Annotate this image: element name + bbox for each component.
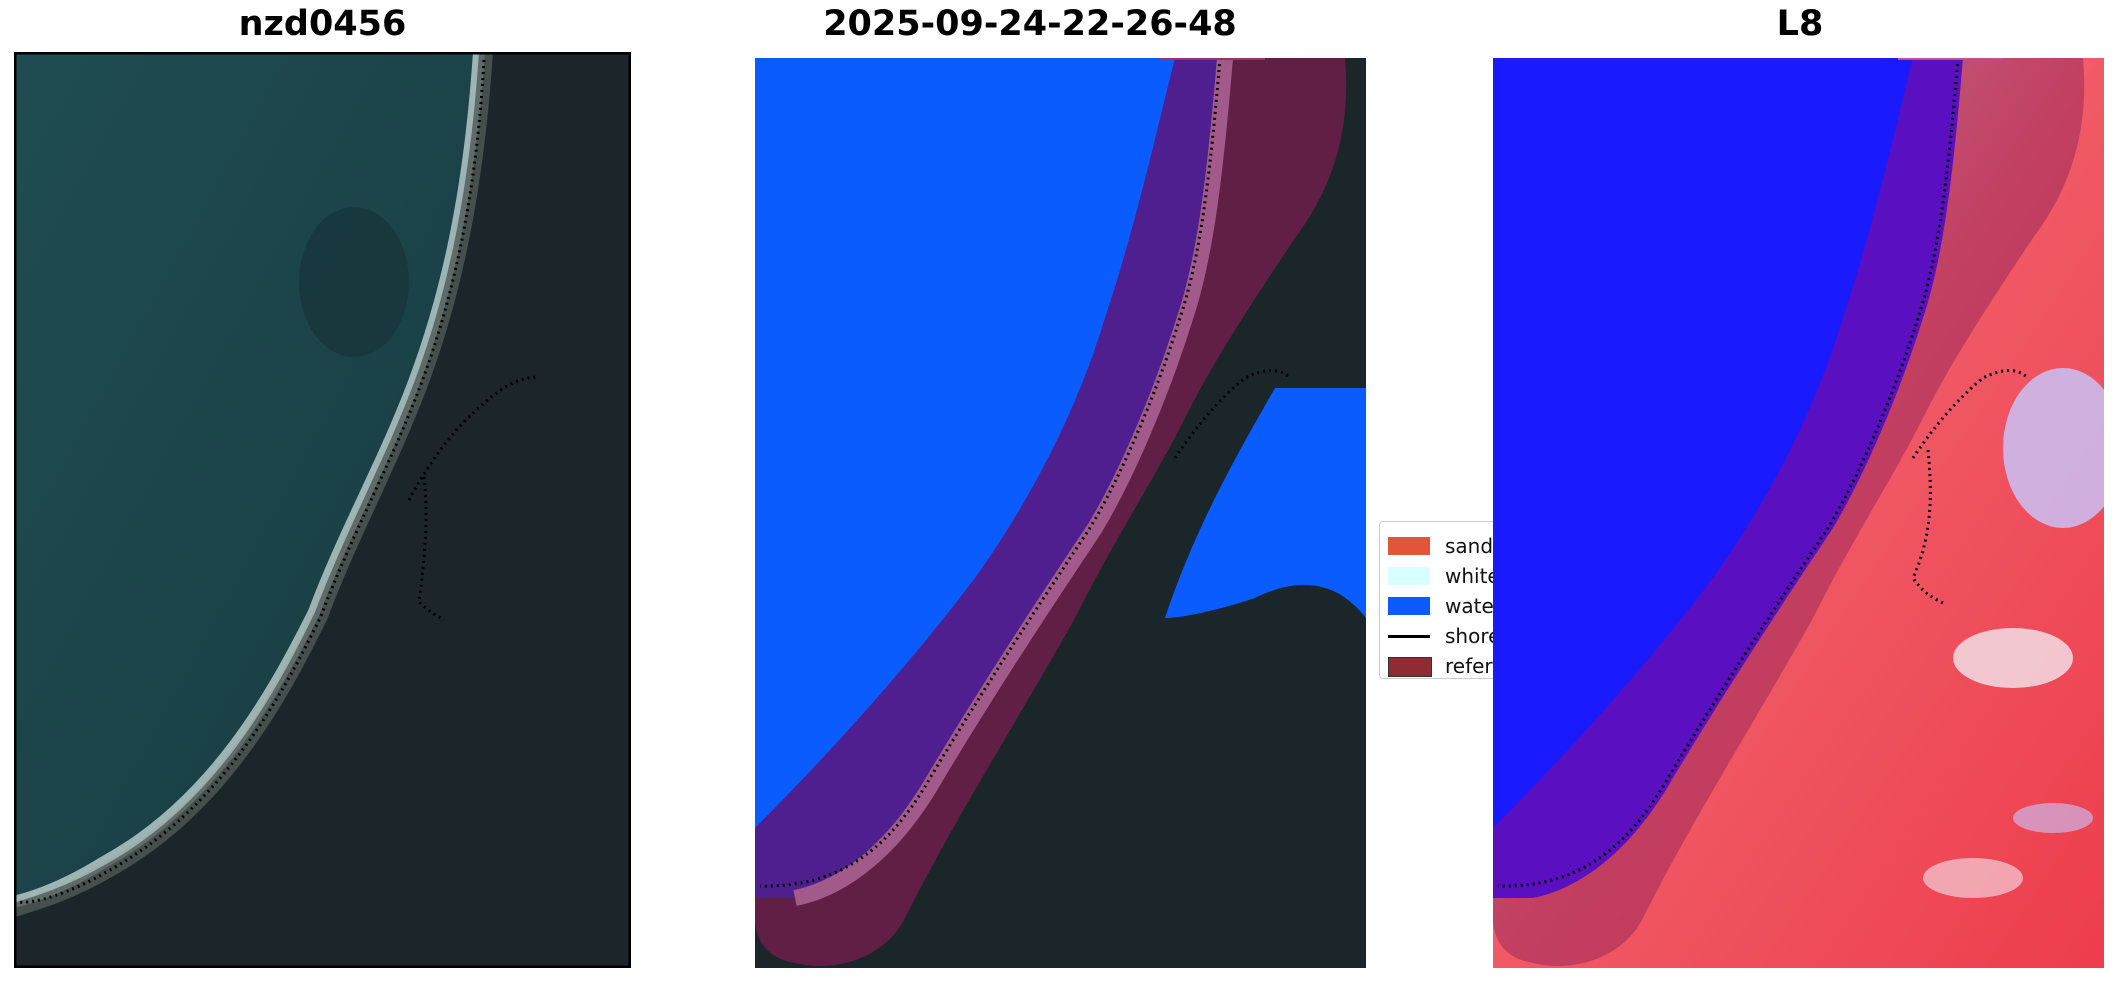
legend-label: sand — [1445, 534, 1494, 558]
water-swatch — [1388, 597, 1430, 615]
reference-swatch — [1388, 657, 1432, 677]
legend-label: water — [1445, 594, 1502, 618]
classified-image-panel — [755, 58, 1366, 968]
sand-swatch — [1388, 537, 1430, 555]
panel-title-index: L8 — [1776, 4, 1824, 44]
index-image-panel — [1493, 58, 2104, 968]
rgb-image-panel — [14, 52, 631, 968]
panel-title-rgb: nzd0456 — [238, 4, 407, 44]
shoreline-swatch — [1388, 635, 1430, 638]
panel-title-classified: 2025-09-24-22-26-48 — [823, 4, 1237, 44]
white-water-swatch — [1388, 567, 1430, 585]
